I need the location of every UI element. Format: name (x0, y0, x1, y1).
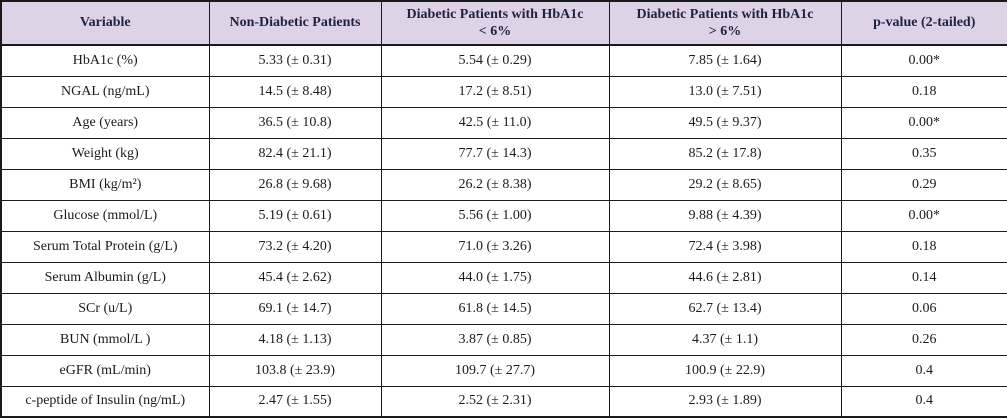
variable-cell: eGFR (mL/min) (0, 354, 210, 387)
non-diabetic-value-cell: 82.4 (± 21.1) (208, 137, 382, 170)
variable-cell: Serum Albumin (g/L) (0, 261, 210, 294)
header-label: Diabetic Patients with HbA1c (636, 6, 814, 22)
diabetic-lt6-value-cell: 42.5 (± 11.0) (380, 106, 610, 139)
diabetic-gt6-value-cell: 2.93 (± 1.89) (608, 385, 842, 418)
table-row: SCr (u/L) 69.1 (± 14.7) 61.8 (± 14.5) 62.7 … (0, 292, 1007, 325)
table-row: BMI (kg/m²) 26.8 (± 9.68) 26.2 (± 8.38) 29.… (0, 168, 1007, 201)
diabetic-gt6-value-cell: 7.85 (± 1.64) (608, 44, 842, 77)
diabetic-gt6-value-cell: 4.37 (± 1.1) (608, 323, 842, 356)
diabetic-gt6-value-cell: 72.4 (± 3.98) (608, 230, 842, 263)
table-row: BUN (mmol/L ) 4.18 (± 1.13) 3.87 (± 0.85) 4… (0, 323, 1007, 356)
diabetic-lt6-value-cell: 77.7 (± 14.3) (380, 137, 610, 170)
diabetic-lt6-value-cell: 44.0 (± 1.75) (380, 261, 610, 294)
header-label: Non-Diabetic Patients (229, 15, 361, 31)
table-body: HbA1c (%) 5.33 (± 0.31) 5.54 (± 0.29) 7.85 … (0, 44, 1007, 418)
p-value-cell: 0.4 (840, 385, 1007, 418)
non-diabetic-value-cell: 4.18 (± 1.13) (208, 323, 382, 356)
header-row: Variable Non-Diabetic Patients Diabetic … (0, 0, 1007, 46)
variable-cell: Age (years) (0, 106, 210, 139)
non-diabetic-value-cell: 2.47 (± 1.55) (208, 385, 382, 418)
header-label: Variable (79, 15, 131, 31)
table-row: c-peptide of Insulin (ng/mL) 2.47 (± 1.55… (0, 385, 1007, 418)
variable-cell: BMI (kg/m²) (0, 168, 210, 201)
non-diabetic-value-cell: 5.33 (± 0.31) (208, 44, 382, 77)
non-diabetic-value-cell: 36.5 (± 10.8) (208, 106, 382, 139)
variable-cell: HbA1c (%) (0, 44, 210, 77)
diabetic-lt6-value-cell: 71.0 (± 3.26) (380, 230, 610, 263)
p-value-cell: 0.4 (840, 354, 1007, 387)
p-value-cell: 0.18 (840, 230, 1007, 263)
diabetic-gt6-value-cell: 44.6 (± 2.81) (608, 261, 842, 294)
diabetic-gt6-value-cell: 13.0 (± 7.51) (608, 75, 842, 108)
p-value-cell: 0.35 (840, 137, 1007, 170)
diabetic-lt6-value-cell: 17.2 (± 8.51) (380, 75, 610, 108)
diabetic-gt6-value-cell: 85.2 (± 17.8) (608, 137, 842, 170)
non-diabetic-value-cell: 5.19 (± 0.61) (208, 199, 382, 232)
non-diabetic-value-cell: 69.1 (± 14.7) (208, 292, 382, 325)
column-header-diabetic-gt6: Diabetic Patients with HbA1c > 6% (608, 0, 842, 46)
diabetic-lt6-value-cell: 5.56 (± 1.00) (380, 199, 610, 232)
diabetic-gt6-value-cell: 29.2 (± 8.65) (608, 168, 842, 201)
column-header-variable: Variable (0, 0, 210, 46)
table-row: Serum Total Protein (g/L) 73.2 (± 4.20) 71… (0, 230, 1007, 263)
diabetic-gt6-value-cell: 9.88 (± 4.39) (608, 199, 842, 232)
non-diabetic-value-cell: 45.4 (± 2.62) (208, 261, 382, 294)
diabetic-lt6-value-cell: 61.8 (± 14.5) (380, 292, 610, 325)
table-row: Age (years) 36.5 (± 10.8) 42.5 (± 11.0) 49.… (0, 106, 1007, 139)
diabetic-lt6-value-cell: 2.52 (± 2.31) (380, 385, 610, 418)
variable-cell: Glucose (mmol/L) (0, 199, 210, 232)
p-value-cell: 0.29 (840, 168, 1007, 201)
diabetic-gt6-value-cell: 100.9 (± 22.9) (608, 354, 842, 387)
table-row: Glucose (mmol/L) 5.19 (± 0.61) 5.56 (± 1.0… (0, 199, 1007, 232)
header-label: p-value (2-tailed) (873, 15, 976, 31)
variable-cell: Serum Total Protein (g/L) (0, 230, 210, 263)
variable-cell: c-peptide of Insulin (ng/mL) (0, 385, 210, 418)
column-header-p-value: p-value (2-tailed) (840, 0, 1007, 46)
variable-cell: Weight (kg) (0, 137, 210, 170)
table-row: HbA1c (%) 5.33 (± 0.31) 5.54 (± 0.29) 7.85 … (0, 44, 1007, 77)
table-row: eGFR (mL/min) 103.8 (± 23.9) 109.7 (± 27.7… (0, 354, 1007, 387)
non-diabetic-value-cell: 73.2 (± 4.20) (208, 230, 382, 263)
p-value-cell: 0.18 (840, 75, 1007, 108)
column-header-non-diabetic: Non-Diabetic Patients (208, 0, 382, 46)
diabetic-lt6-value-cell: 109.7 (± 27.7) (380, 354, 610, 387)
p-value-cell: 0.00* (840, 106, 1007, 139)
p-value-cell: 0.14 (840, 261, 1007, 294)
diabetic-lt6-value-cell: 3.87 (± 0.85) (380, 323, 610, 356)
diabetic-gt6-value-cell: 62.7 (± 13.4) (608, 292, 842, 325)
diabetic-lt6-value-cell: 5.54 (± 0.29) (380, 44, 610, 77)
p-value-cell: 0.06 (840, 292, 1007, 325)
p-value-cell: 0.00* (840, 199, 1007, 232)
variable-cell: SCr (u/L) (0, 292, 210, 325)
p-value-cell: 0.00* (840, 44, 1007, 77)
variable-cell: NGAL (ng/mL) (0, 75, 210, 108)
variable-cell: BUN (mmol/L ) (0, 323, 210, 356)
column-header-diabetic-lt6: Diabetic Patients with HbA1c < 6% (380, 0, 610, 46)
table-row: Serum Albumin (g/L) 45.4 (± 2.62) 44.0 (± … (0, 261, 1007, 294)
non-diabetic-value-cell: 103.8 (± 23.9) (208, 354, 382, 387)
non-diabetic-value-cell: 26.8 (± 9.68) (208, 168, 382, 201)
diabetic-lt6-value-cell: 26.2 (± 8.38) (380, 168, 610, 201)
table-row: NGAL (ng/mL) 14.5 (± 8.48) 17.2 (± 8.51) 13… (0, 75, 1007, 108)
diabetic-gt6-value-cell: 49.5 (± 9.37) (608, 106, 842, 139)
table-row: Weight (kg) 82.4 (± 21.1) 77.7 (± 14.3) 85.… (0, 137, 1007, 170)
table-header: Variable Non-Diabetic Patients Diabetic … (0, 0, 1007, 46)
p-value-cell: 0.26 (840, 323, 1007, 356)
header-label: Diabetic Patients with HbA1c (406, 6, 584, 22)
non-diabetic-value-cell: 14.5 (± 8.48) (208, 75, 382, 108)
